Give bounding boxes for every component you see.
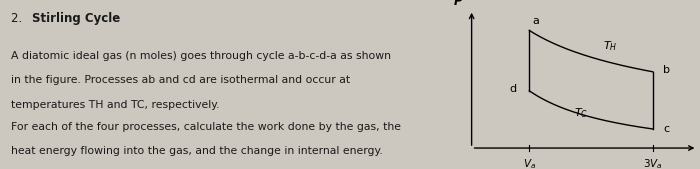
Text: b: b	[664, 65, 671, 75]
Text: heat energy flowing into the gas, and the change in internal energy.: heat energy flowing into the gas, and th…	[11, 146, 383, 156]
Text: A diatomic ideal gas (n moles) goes through cycle a-b-c-d-a as shown: A diatomic ideal gas (n moles) goes thro…	[11, 51, 391, 61]
Text: a: a	[532, 16, 539, 26]
Text: 2.: 2.	[11, 12, 26, 25]
Text: $3V_a$: $3V_a$	[643, 158, 663, 169]
Text: temperatures TH and TC, respectively.: temperatures TH and TC, respectively.	[11, 100, 219, 110]
Text: .: .	[104, 12, 108, 25]
Text: For each of the four processes, calculate the work done by the gas, the: For each of the four processes, calculat…	[11, 122, 401, 132]
Text: $T_H$: $T_H$	[603, 40, 617, 53]
Text: in the figure. Processes ab and cd are isothermal and occur at: in the figure. Processes ab and cd are i…	[11, 75, 350, 85]
Text: $V_a$: $V_a$	[523, 158, 536, 169]
Text: c: c	[664, 124, 669, 134]
Text: Stirling Cycle: Stirling Cycle	[32, 12, 120, 25]
Text: d: d	[509, 84, 517, 94]
Text: $T_C$: $T_C$	[574, 106, 588, 120]
Text: P: P	[454, 0, 463, 8]
